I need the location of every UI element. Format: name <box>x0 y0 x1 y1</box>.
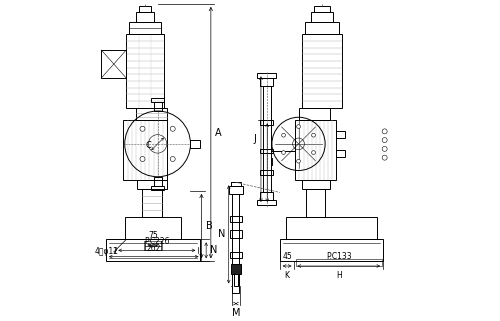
Bar <box>257 74 276 78</box>
Circle shape <box>170 126 175 131</box>
Bar <box>106 239 200 261</box>
Bar <box>154 102 162 111</box>
Bar <box>336 131 345 138</box>
Bar <box>231 265 240 274</box>
Bar <box>123 120 167 180</box>
Bar <box>296 259 382 266</box>
Bar <box>231 182 240 186</box>
Bar <box>336 150 345 157</box>
Bar <box>130 22 160 34</box>
Bar <box>136 108 167 120</box>
Bar <box>302 180 330 189</box>
Bar <box>260 149 273 153</box>
Text: C: C <box>146 141 152 150</box>
Text: 4－φ12: 4－φ12 <box>95 247 119 256</box>
Bar <box>302 34 343 108</box>
Text: M: M <box>232 308 240 318</box>
Text: J: J <box>254 134 256 144</box>
Bar <box>280 239 383 261</box>
Bar <box>154 177 162 186</box>
Bar <box>260 170 273 175</box>
Bar <box>230 252 241 258</box>
Bar <box>306 189 325 217</box>
Circle shape <box>140 126 145 131</box>
Text: P.C226: P.C226 <box>144 237 170 246</box>
Text: N: N <box>218 230 225 239</box>
Bar <box>139 6 151 12</box>
Bar <box>151 186 164 190</box>
Bar <box>136 12 154 22</box>
Bar <box>232 194 239 293</box>
Bar <box>229 186 243 194</box>
Circle shape <box>282 133 286 137</box>
Text: P.C133: P.C133 <box>326 252 351 261</box>
Bar <box>126 34 164 108</box>
Bar <box>151 99 164 102</box>
Text: K: K <box>284 271 290 280</box>
Bar <box>260 120 273 125</box>
Bar <box>296 120 336 180</box>
Text: B: B <box>206 221 212 231</box>
Text: H: H <box>336 271 342 280</box>
Bar <box>311 12 333 22</box>
Bar <box>138 180 167 189</box>
Bar <box>230 230 241 238</box>
Bar <box>101 50 126 78</box>
Circle shape <box>170 156 175 161</box>
Text: 262: 262 <box>146 244 161 253</box>
Text: N: N <box>210 245 218 256</box>
Circle shape <box>312 133 316 137</box>
Bar <box>142 189 163 217</box>
Text: 75: 75 <box>148 231 158 240</box>
Circle shape <box>282 151 286 154</box>
Bar <box>257 200 276 205</box>
Bar <box>190 140 200 148</box>
Bar <box>262 86 270 192</box>
Circle shape <box>140 156 145 161</box>
Bar <box>230 216 241 222</box>
Circle shape <box>312 151 316 154</box>
Bar <box>305 22 340 34</box>
Bar <box>124 217 181 239</box>
Text: I: I <box>271 158 274 168</box>
Text: 45: 45 <box>282 252 292 261</box>
Circle shape <box>296 159 300 163</box>
Bar <box>260 78 273 86</box>
Bar <box>234 274 238 286</box>
Bar <box>144 241 163 250</box>
Text: A: A <box>215 128 222 138</box>
Bar <box>286 217 377 239</box>
Circle shape <box>296 125 300 128</box>
Bar <box>298 108 330 120</box>
Bar <box>260 192 273 200</box>
Bar <box>314 6 330 12</box>
